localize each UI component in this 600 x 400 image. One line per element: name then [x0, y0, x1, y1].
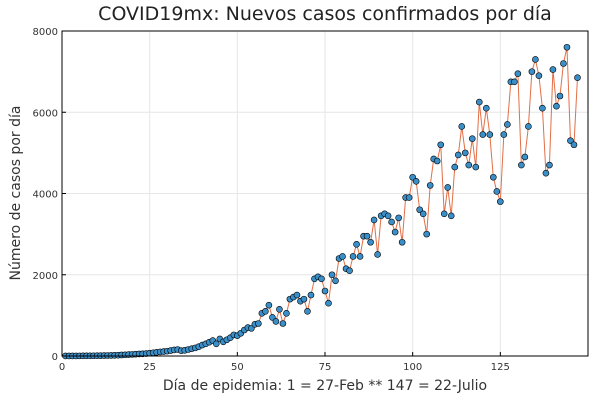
data-point — [300, 295, 308, 303]
data-point — [521, 153, 529, 161]
data-point — [542, 169, 550, 177]
data-point — [451, 163, 459, 171]
data-point — [486, 131, 494, 138]
data-point — [525, 123, 532, 130]
data-point — [391, 228, 399, 236]
plot-frame — [61, 30, 589, 357]
data-point — [539, 104, 546, 112]
data-point — [479, 131, 487, 138]
data-point — [332, 277, 339, 285]
data-point — [535, 72, 543, 79]
y-tick-label: 6000 — [33, 108, 58, 119]
x-tick-label: 0 — [59, 362, 65, 373]
y-axis-label: Número de casos por día — [8, 106, 24, 281]
x-axis-label: Día de epidemia: 1 = 27-Feb ** 147 = 22-… — [163, 378, 487, 394]
data-point — [339, 253, 346, 260]
data-point — [283, 310, 290, 317]
data-point — [212, 340, 220, 348]
data-point — [321, 287, 329, 295]
y-tick-label: 0 — [52, 352, 58, 363]
x-tick-label: 25 — [143, 362, 156, 373]
data-point — [468, 135, 476, 142]
data-point — [279, 320, 287, 327]
data-point — [556, 92, 564, 100]
data-point — [475, 98, 483, 106]
data-point — [346, 267, 353, 274]
data-point — [444, 184, 452, 191]
data-point — [458, 123, 466, 130]
data-point — [493, 188, 501, 195]
data-point — [518, 161, 525, 169]
x-tick-label: 75 — [319, 362, 332, 373]
data-point — [546, 161, 553, 169]
data-point — [563, 43, 571, 51]
data-point — [384, 212, 392, 220]
data-point — [423, 230, 430, 238]
data-point — [356, 253, 364, 260]
x-tick-label: 50 — [231, 362, 244, 373]
data-point — [353, 240, 360, 248]
y-tick-label: 2000 — [33, 271, 58, 282]
data-point — [426, 182, 434, 189]
data-point — [374, 251, 381, 258]
data-point — [433, 157, 441, 165]
data-point — [472, 163, 480, 171]
data-point — [325, 299, 332, 307]
data-point — [388, 218, 395, 226]
plot-area — [62, 43, 581, 360]
data-point — [419, 210, 427, 218]
data-point — [549, 66, 557, 73]
data-point — [528, 68, 536, 75]
data-point — [367, 238, 374, 246]
data-point — [511, 78, 518, 86]
data-point — [412, 178, 420, 185]
data-point — [293, 291, 301, 299]
data-point — [265, 301, 273, 309]
data-point — [349, 253, 357, 260]
y-tick-label: 8000 — [33, 27, 58, 38]
data-point — [255, 320, 262, 327]
data-point — [483, 104, 490, 112]
data-point — [370, 216, 378, 224]
data-point — [497, 198, 504, 205]
data-point — [560, 60, 567, 67]
data-point — [304, 308, 311, 315]
data-point — [461, 149, 469, 157]
data-point — [574, 74, 581, 82]
data-point — [328, 271, 336, 279]
data-point — [553, 102, 560, 110]
data-point — [490, 173, 497, 181]
data-point — [465, 161, 473, 169]
data-point — [395, 214, 402, 222]
data-point — [514, 70, 522, 77]
data-point — [398, 238, 406, 246]
data-point — [532, 56, 539, 63]
x-tick-label: 125 — [491, 362, 510, 373]
data-point — [262, 308, 269, 315]
data-point — [272, 318, 280, 325]
data-point — [440, 210, 448, 218]
tick-labels: 0 25 50 75 100 125 0 2000 4000 6000 8000 — [33, 27, 510, 373]
data-point — [504, 121, 511, 128]
data-point — [307, 291, 315, 299]
data-point — [276, 305, 283, 313]
data-point — [405, 194, 413, 201]
x-tick-label: 100 — [403, 362, 422, 373]
chart-title: COVID19mx: Nuevos casos confirmados por … — [98, 3, 552, 25]
data-point — [437, 141, 445, 149]
data-point — [570, 141, 578, 149]
data-point — [363, 232, 371, 240]
data-point — [447, 212, 455, 220]
data-point — [500, 131, 508, 138]
data-point — [454, 151, 462, 159]
y-tick-label: 4000 — [33, 190, 58, 201]
data-point — [318, 275, 325, 283]
